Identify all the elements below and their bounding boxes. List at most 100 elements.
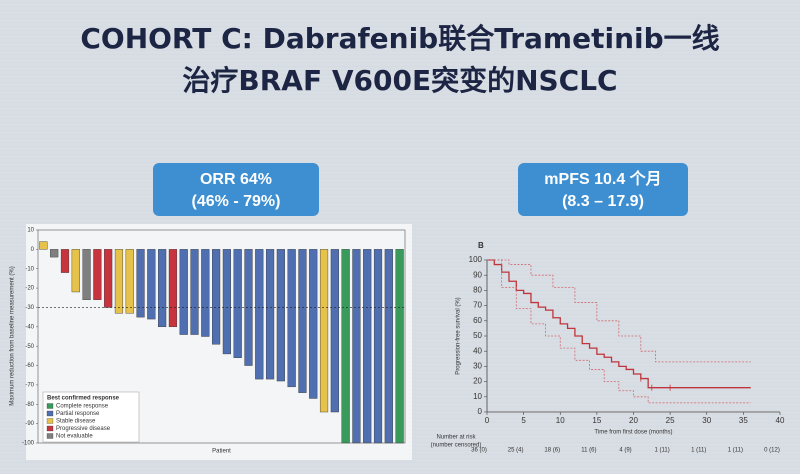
- y-tick-label: -50: [25, 344, 34, 350]
- y-tick-label: -40: [25, 324, 34, 330]
- legend-swatch: [46, 425, 54, 432]
- y-tick-label: 50: [473, 331, 482, 340]
- risk-value: 1 (11): [655, 448, 670, 454]
- legend-label: Not evaluable: [56, 434, 93, 440]
- y-tick-label: 100: [469, 255, 483, 264]
- bar: [222, 249, 231, 355]
- risk-label: (number censored): [431, 443, 482, 449]
- bar: [190, 249, 199, 335]
- y-tick-label: 0: [478, 407, 483, 416]
- y-tick-label: 10: [473, 392, 482, 401]
- y-tick-label: 60: [473, 316, 482, 325]
- bar: [50, 249, 59, 258]
- bar: [168, 249, 178, 328]
- bar: [82, 249, 91, 300]
- risk-value: 25 (4): [508, 448, 524, 454]
- x-tick-label: 15: [592, 416, 601, 425]
- bar: [158, 249, 167, 328]
- x-tick-label: 40: [776, 416, 785, 425]
- bar: [93, 249, 102, 300]
- bar: [125, 249, 134, 314]
- y-tick-label: 30: [473, 362, 482, 371]
- legend-swatch: [46, 433, 54, 439]
- y-tick-label: -70: [25, 382, 34, 388]
- bar: [212, 249, 221, 345]
- bar: [319, 249, 329, 413]
- survival-curve: [487, 259, 751, 389]
- y-tick-label: 40: [473, 346, 482, 355]
- y-tick-label: 20: [473, 377, 482, 386]
- risk-value: 1 (11): [728, 448, 743, 454]
- bar: [233, 249, 242, 358]
- risk-label: Number at risk: [436, 435, 476, 441]
- bar: [330, 249, 339, 413]
- risk-value: 0 (12): [764, 448, 780, 454]
- bar: [114, 249, 124, 314]
- x-tick-label: 20: [629, 416, 638, 425]
- legend-label: Partial response: [56, 411, 100, 417]
- y-tick-label: -60: [25, 363, 34, 369]
- legend-title: Best confirmed response: [47, 396, 120, 402]
- bar: [363, 249, 372, 444]
- x-tick-label: 35: [739, 416, 748, 425]
- legend-label: Stable disease: [56, 419, 96, 425]
- risk-value: 36 (0): [471, 448, 487, 454]
- panel-label: B: [478, 241, 484, 250]
- legend-swatch: [46, 418, 54, 424]
- bar: [373, 249, 383, 444]
- bar: [384, 249, 393, 444]
- legend-label: Complete response: [56, 404, 109, 410]
- bar: [147, 249, 156, 320]
- x-tick-label: 5: [521, 416, 526, 425]
- bar: [104, 249, 113, 308]
- x-tick-label: 25: [666, 416, 675, 425]
- bar: [287, 249, 296, 388]
- slide-title: 治疗BRAF V600E突变的NSCLC: [182, 64, 617, 97]
- y-tick-label: 0: [31, 247, 35, 253]
- x-axis-label: Time from first dose (months): [594, 430, 672, 436]
- legend-label: Progressive disease: [56, 426, 111, 432]
- y-tick-label: -90: [25, 421, 34, 427]
- bar: [136, 249, 145, 318]
- y-axis-label: Progression-free survival (%): [456, 297, 462, 374]
- survival-curve: [487, 259, 751, 404]
- bar: [352, 249, 361, 444]
- x-tick-label: 30: [702, 416, 711, 425]
- risk-value: 11 (6): [581, 448, 596, 454]
- y-tick-label: -30: [25, 305, 34, 311]
- highlight-box: [153, 163, 319, 216]
- x-tick-label: 0: [485, 416, 490, 425]
- plot-frame: [37, 229, 406, 444]
- bar: [255, 249, 264, 380]
- y-tick-label: -20: [25, 286, 34, 292]
- bar: [395, 249, 404, 444]
- y-tick-label: -100: [22, 441, 35, 447]
- highlight-text: mPFS 10.4 个月: [544, 169, 661, 188]
- bar: [201, 249, 210, 337]
- risk-value: 1 (11): [691, 448, 706, 454]
- bar: [265, 249, 275, 380]
- bar: [276, 249, 285, 382]
- highlight-text: ORR 64%: [200, 171, 272, 188]
- bar: [60, 249, 70, 273]
- bar: [39, 241, 48, 250]
- x-axis-label: Patient: [212, 449, 231, 455]
- highlight-text: (46% - 79%): [192, 193, 281, 210]
- y-tick-label: 70: [473, 301, 482, 310]
- bar: [71, 249, 80, 293]
- bar: [309, 249, 318, 399]
- highlight-text: (8.3 – 17.9): [562, 193, 644, 210]
- bar: [341, 249, 350, 444]
- bar: [179, 249, 188, 335]
- slide-title: COHORT C: Dabrafenib联合Trametinib一线: [80, 22, 719, 55]
- bar: [244, 249, 253, 366]
- risk-value: 18 (6): [544, 448, 560, 454]
- y-tick-label: 90: [473, 270, 482, 279]
- highlight-box: [518, 163, 688, 216]
- legend-swatch: [46, 403, 54, 409]
- survival-curve: [487, 259, 751, 363]
- risk-value: 4 (9): [619, 448, 631, 454]
- bar: [298, 249, 307, 393]
- y-tick-label: 80: [473, 286, 482, 295]
